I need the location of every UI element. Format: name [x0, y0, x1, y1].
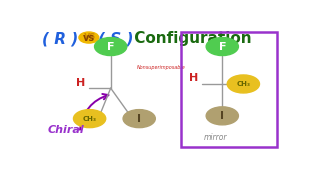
Circle shape — [79, 32, 99, 43]
Circle shape — [206, 107, 238, 125]
Text: ( R ): ( R ) — [43, 31, 79, 46]
Text: I: I — [137, 114, 141, 124]
Text: F: F — [219, 42, 226, 51]
Text: vs: vs — [84, 31, 96, 41]
Circle shape — [95, 38, 127, 56]
Circle shape — [227, 75, 260, 93]
Text: I: I — [220, 111, 224, 121]
Text: F: F — [107, 42, 115, 51]
Text: Nonsuperimposable: Nonsuperimposable — [137, 65, 186, 70]
Text: H: H — [189, 73, 198, 83]
Text: CH₃: CH₃ — [236, 81, 250, 87]
Text: Chiral: Chiral — [47, 125, 84, 135]
Text: CH₃: CH₃ — [83, 116, 97, 122]
Text: ( S ): ( S ) — [98, 31, 134, 46]
Text: H: H — [76, 78, 85, 88]
Text: mirror: mirror — [204, 133, 227, 142]
Circle shape — [206, 38, 238, 56]
Circle shape — [123, 110, 155, 128]
Text: vs: vs — [83, 33, 95, 42]
Text: Configuration: Configuration — [129, 31, 252, 46]
Circle shape — [74, 110, 106, 128]
